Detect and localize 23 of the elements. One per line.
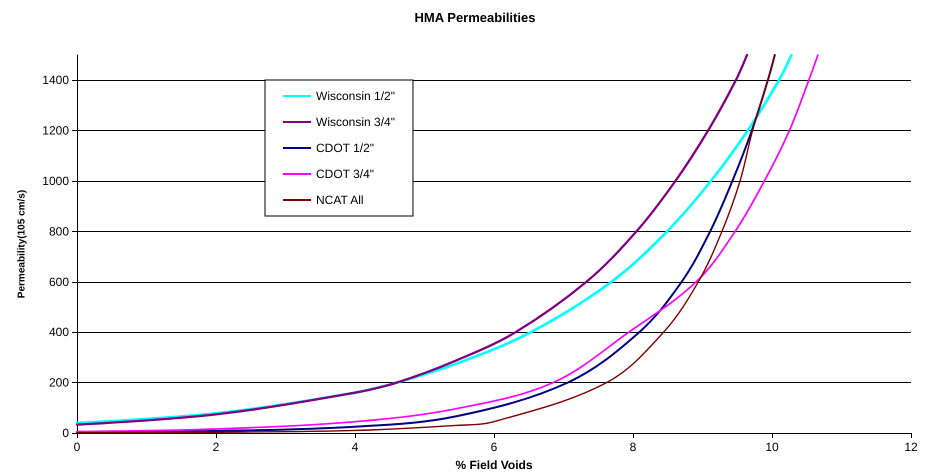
- x-tick-label: 0: [74, 440, 81, 454]
- legend-label: Wisconsin 3/4": [316, 115, 395, 129]
- x-tick-label: 4: [352, 440, 359, 454]
- y-tick-label: 800: [48, 224, 70, 238]
- x-tick-label: 2: [212, 440, 220, 454]
- y-tick-label: 1000: [42, 174, 70, 188]
- y-tick-label: 200: [48, 376, 70, 390]
- y-tick-label: 0: [62, 426, 70, 440]
- y-tick-label: 1200: [42, 124, 70, 138]
- y-tick-label: 600: [48, 274, 70, 289]
- x-tick-label: 10: [765, 440, 779, 454]
- legend-label: CDOT 3/4": [316, 167, 374, 181]
- y-tick-label: 1400: [42, 73, 70, 88]
- y-tick-label: 400: [48, 325, 70, 340]
- x-tick-label: 6: [490, 440, 498, 454]
- x-axis-title: % Field Voids: [455, 458, 533, 472]
- legend-label: CDOT 1/2": [316, 141, 374, 155]
- legend-label: NCAT All: [316, 193, 364, 207]
- chart-title: HMA Permeabilities: [414, 10, 536, 25]
- legend-label: Wisconsin 1/2": [316, 89, 395, 103]
- x-tick-label: 12: [904, 440, 918, 454]
- y-axis-title: Permeability(105 cm/s): [16, 190, 28, 298]
- x-tick-label: 8: [630, 440, 637, 454]
